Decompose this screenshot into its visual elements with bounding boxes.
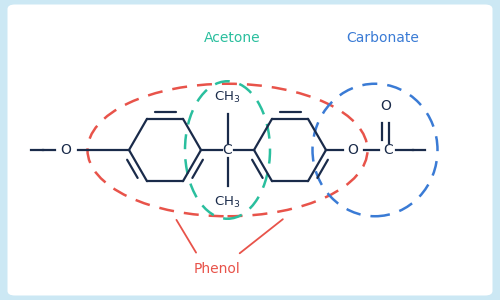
Text: $\mathregular{CH_3}$: $\mathregular{CH_3}$ bbox=[214, 195, 240, 210]
Text: Acetone: Acetone bbox=[204, 31, 261, 44]
Text: Carbonate: Carbonate bbox=[346, 31, 419, 44]
Text: O: O bbox=[347, 143, 358, 157]
Text: C: C bbox=[222, 143, 232, 157]
Text: Phenol: Phenol bbox=[194, 262, 241, 276]
Text: $\mathregular{CH_3}$: $\mathregular{CH_3}$ bbox=[214, 90, 240, 105]
Text: C: C bbox=[384, 143, 394, 157]
Text: O: O bbox=[380, 98, 392, 112]
Text: O: O bbox=[60, 143, 72, 157]
